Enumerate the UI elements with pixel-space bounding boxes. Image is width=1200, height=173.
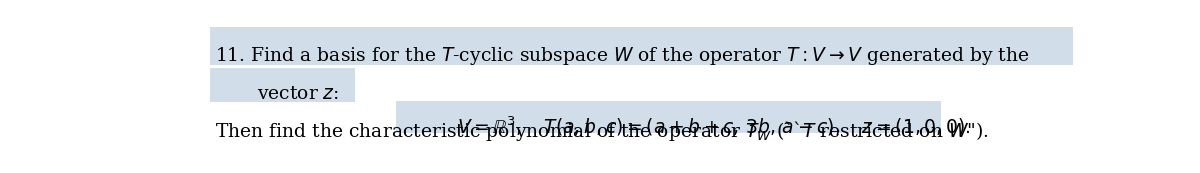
FancyBboxPatch shape bbox=[396, 101, 941, 133]
Text: Then find the characteristic polynomial of the operator $T_W$ (``$T$ restricted : Then find the characteristic polynomial … bbox=[215, 119, 989, 143]
Text: vector $z$:: vector $z$: bbox=[257, 85, 340, 103]
Text: $V = \mathbb{R}^3, \quad T(a, b, c) = (a + b + c,\, 3b,\, a - c), \quad z = (1, : $V = \mathbb{R}^3, \quad T(a, b, c) = (a… bbox=[457, 114, 970, 138]
FancyBboxPatch shape bbox=[210, 68, 355, 102]
Text: 11. Find a basis for the $T$-cyclic subspace $W$ of the operator $T : V \rightar: 11. Find a basis for the $T$-cyclic subs… bbox=[215, 45, 1030, 67]
FancyBboxPatch shape bbox=[210, 27, 1074, 65]
